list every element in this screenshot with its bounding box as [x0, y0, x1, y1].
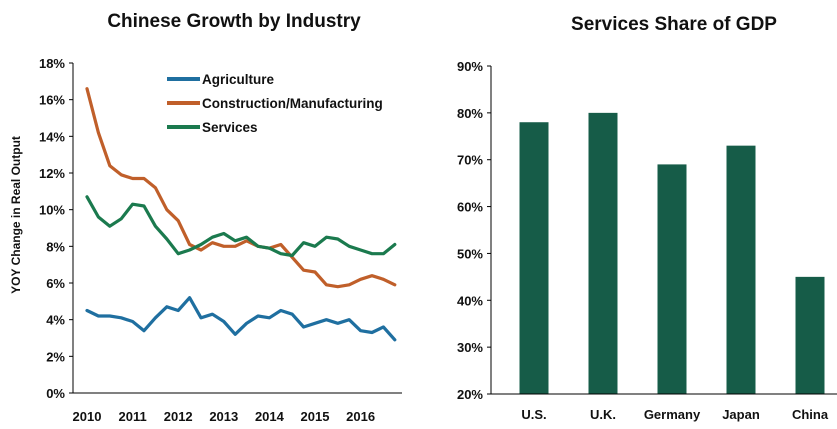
line-chart-y-tick-label: 14%: [39, 129, 65, 144]
line-chart-series: [85, 87, 397, 342]
legend-label-construction-manufacturing: Construction/Manufacturing: [202, 96, 383, 111]
bar-chart: Services Share of GDP 20% 30% 40% 50% 60% 70%…: [457, 14, 837, 422]
bar-u-s: [519, 122, 549, 394]
legend-label-services: Services: [202, 120, 258, 135]
line-chart-title: Chinese Growth by Industry: [107, 11, 361, 32]
line-chart-x-tick-label: 2011: [118, 409, 146, 424]
line-chart-y-tick-label: 2%: [46, 349, 65, 364]
bar-chart-bars: [519, 112, 825, 394]
bar-chart-y-tick-label: 50%: [457, 246, 483, 261]
line-chart-y-tick-label: 4%: [46, 313, 65, 328]
line-chart-x-tick-label: 2014: [255, 409, 285, 424]
bar-chart-x-tick-label: China: [792, 407, 829, 422]
line-chart-y-ticks: 0% 2% 4% 6% 8% 10% 12% 14% 16% 18%: [39, 56, 73, 401]
line-chart-y-axis-label: YOY Change in Real Output: [9, 136, 23, 294]
bar-chart-x-tick-label: Germany: [644, 407, 701, 422]
bar-chart-y-tick-label: 40%: [457, 293, 483, 308]
series-line-services: [85, 195, 397, 258]
bar-chart-title: Services Share of GDP: [571, 14, 777, 35]
line-chart-y-tick-label: 18%: [39, 56, 65, 71]
bar-chart-y-tick-label: 20%: [457, 387, 483, 402]
line-chart-x-ticks: 2010 2011 2012 2013 2014 2015 2016: [73, 409, 376, 424]
line-chart-legend: Agriculture Construction/Manufacturing S…: [167, 72, 383, 135]
bar-chart-y-tick-label: 30%: [457, 340, 483, 355]
bar-chart-y-tick-label: 70%: [457, 153, 483, 168]
bar-chart-x-tick-label: Japan: [722, 407, 760, 422]
bar-germany: [657, 164, 687, 394]
bar-japan: [726, 145, 756, 394]
bar-chart-y-ticks: 20% 30% 40% 50% 60% 70% 80% 90%: [457, 59, 491, 402]
bar-chart-y-tick-label: 90%: [457, 59, 483, 74]
bar-chart-x-ticks: U.S. U.K. Germany Japan China: [521, 407, 828, 422]
line-chart-y-tick-label: 16%: [39, 93, 65, 108]
line-chart-x-tick-label: 2013: [209, 409, 238, 424]
bar-u-k: [588, 112, 618, 394]
bar-chart-y-tick-label: 60%: [457, 200, 483, 215]
bar-china: [795, 276, 825, 394]
line-chart-y-tick-label: 8%: [46, 239, 65, 254]
line-chart-y-tick-label: 0%: [46, 386, 65, 401]
series-line-construction-manufacturing: [85, 87, 397, 289]
bar-chart-y-tick-label: 80%: [457, 106, 483, 121]
line-chart: Chinese Growth by Industry YOY Change in…: [9, 11, 402, 424]
legend-label-agriculture: Agriculture: [202, 72, 275, 87]
line-chart-y-tick-label: 12%: [39, 166, 65, 181]
line-chart-x-tick-label: 2015: [301, 409, 330, 424]
bar-chart-x-tick-label: U.S.: [521, 407, 546, 422]
line-chart-x-tick-label: 2012: [164, 409, 193, 424]
series-line-agriculture: [85, 296, 397, 342]
line-chart-y-tick-label: 6%: [46, 276, 65, 291]
line-chart-x-tick-label: 2010: [73, 409, 102, 424]
line-chart-y-tick-label: 10%: [39, 203, 65, 218]
bar-chart-x-tick-label: U.K.: [590, 407, 616, 422]
line-chart-x-tick-label: 2016: [346, 409, 375, 424]
